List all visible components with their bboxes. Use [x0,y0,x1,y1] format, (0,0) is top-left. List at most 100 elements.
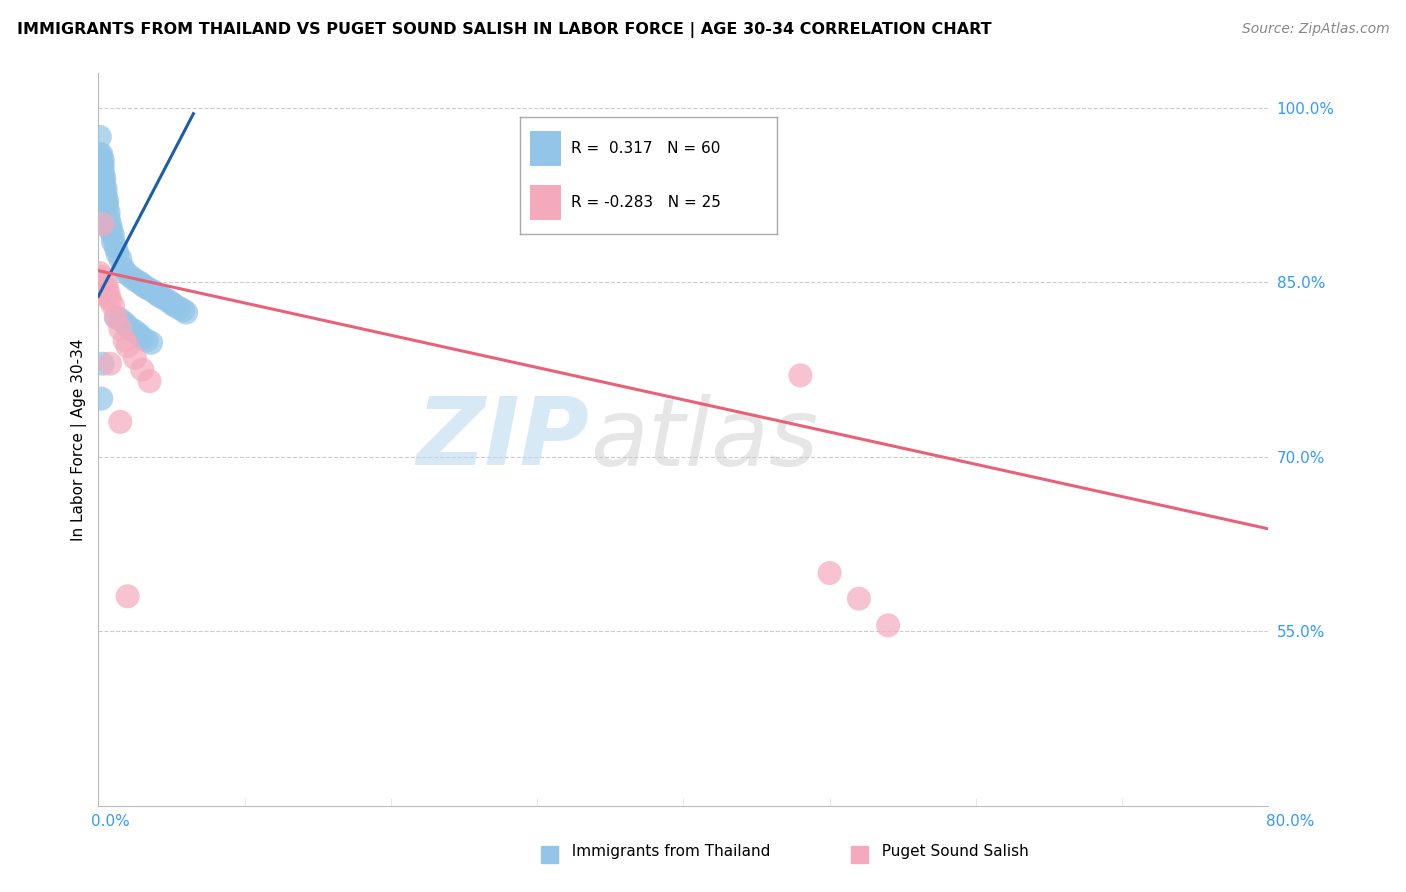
Point [115,266,138,280]
Point [167,301,190,315]
Text: 80.0%: 80.0% [1267,814,1315,829]
Point [90,170,112,185]
Text: IMMIGRANTS FROM THAILAND VS PUGET SOUND SALISH IN LABOR FORCE | AGE 30-34 CORREL: IMMIGRANTS FROM THAILAND VS PUGET SOUND … [17,22,991,38]
Point [160,296,183,310]
Point [91,153,114,168]
Point [110,312,132,326]
Point [124,324,146,338]
Point [818,566,841,580]
Point [91,177,114,191]
Point [89,147,111,161]
Point [114,316,136,330]
Point [112,261,135,276]
Point [138,282,160,296]
Point [114,334,136,348]
Point [117,319,139,334]
Point [96,289,118,303]
Point [93,182,115,196]
Point [91,170,114,185]
Point [104,310,127,325]
Point [131,331,153,345]
Point [163,299,186,313]
Point [96,281,118,295]
Point [138,374,160,388]
Text: Puget Sound Salish: Puget Sound Salish [872,845,1028,859]
Point [97,287,120,301]
Point [139,335,162,350]
Point [94,194,117,208]
Point [91,281,114,295]
Point [101,235,124,249]
Point [91,217,114,231]
Point [96,194,118,208]
Text: 0.0%: 0.0% [91,814,131,829]
Point [93,285,115,299]
Point [124,273,146,287]
Point [90,153,112,168]
Point [89,153,111,168]
Text: atlas: atlas [589,393,818,485]
Point [848,591,870,606]
Point [120,269,142,284]
Point [91,275,114,289]
Point [101,299,124,313]
Point [90,165,112,179]
Point [97,211,120,226]
Point [98,357,121,371]
Point [149,289,172,303]
Point [174,305,197,319]
Point [90,269,112,284]
Point [124,351,146,365]
Y-axis label: In Labor Force | Age 30-34: In Labor Force | Age 30-34 [72,338,87,541]
Point [134,280,156,294]
Point [98,293,121,307]
Point [94,182,117,196]
Point [128,275,150,289]
Point [100,223,122,237]
Point [90,159,112,173]
Point [89,130,111,145]
Point [131,277,153,292]
Point [94,287,117,301]
Point [90,147,112,161]
Point [97,205,120,219]
Point [96,200,118,214]
Point [89,266,111,280]
Point [94,188,117,202]
Point [91,159,114,173]
Point [117,339,139,353]
Point [104,240,127,254]
Point [110,415,132,429]
Point [89,159,111,173]
Point [135,334,157,348]
Point [91,357,114,371]
Point [89,273,111,287]
Point [93,177,115,191]
Point [172,303,194,318]
Point [104,310,127,325]
Point [90,277,112,292]
Point [98,223,121,237]
Point [877,618,900,632]
Text: Immigrants from Thailand: Immigrants from Thailand [562,845,770,859]
Point [93,188,115,202]
Point [110,252,132,266]
Point [120,322,142,336]
Point [90,392,112,406]
Point [93,170,115,185]
Point [146,287,169,301]
Point [105,246,128,260]
Point [128,327,150,342]
Point [101,228,124,243]
Point [142,285,165,299]
Point [157,293,180,308]
Point [110,322,132,336]
Point [90,194,112,208]
Point [153,292,176,306]
Point [131,362,153,376]
Point [98,217,121,231]
Point [94,277,117,292]
Point [789,368,811,383]
Point [91,165,114,179]
Point [117,590,139,604]
